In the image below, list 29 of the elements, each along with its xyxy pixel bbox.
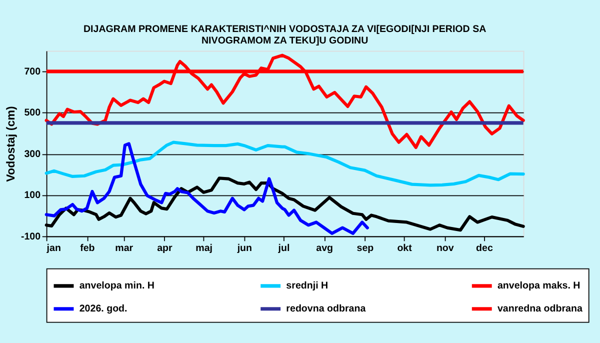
x-tick-label: okt [397,242,413,254]
text: NIVOGRAMOM ZA TEKU]U GODINU [201,36,368,47]
line-series [44,142,369,235]
y-tick-label: 700 [24,66,42,78]
x-tick-label: nov [436,242,454,254]
x-tick-label: maj [196,242,213,254]
line-series [44,54,525,149]
x-tick-label: sep [356,242,374,254]
y-tick-label: 300 [24,148,42,160]
legend-label: anvelopa maks. H [497,280,580,292]
legend-label: redovna odbrana [286,304,366,315]
x-tick-label: avg [316,242,334,254]
x-tick-label: jun [236,242,252,254]
legend-label: vanredna odbrana [497,304,583,315]
x-tick-label: apr [157,242,173,254]
x-tick-label: dec [476,242,494,254]
line-series [44,140,525,187]
x-tick-label: jan [46,242,61,254]
legend-label: srednji H [286,280,328,292]
legend-label: anvelopa min. H [79,280,154,292]
y-axis-title: Vodostaj (cm) [6,106,18,182]
text: DIJAGRAM PROMENE KARAKTERISTI^NIH VODOSTAJA ZA VI[EGODI[NJI PERIOD SA [83,24,486,36]
legend-label: 2026. god. [79,304,128,315]
x-tick-label: mar [115,242,134,254]
y-tick-label: 100 [24,190,42,202]
x-tick-label: jul [277,242,290,254]
y-tick-label: -100 [20,231,42,242]
x-tick-label: feb [80,242,95,254]
y-tick-label: 500 [24,108,42,119]
